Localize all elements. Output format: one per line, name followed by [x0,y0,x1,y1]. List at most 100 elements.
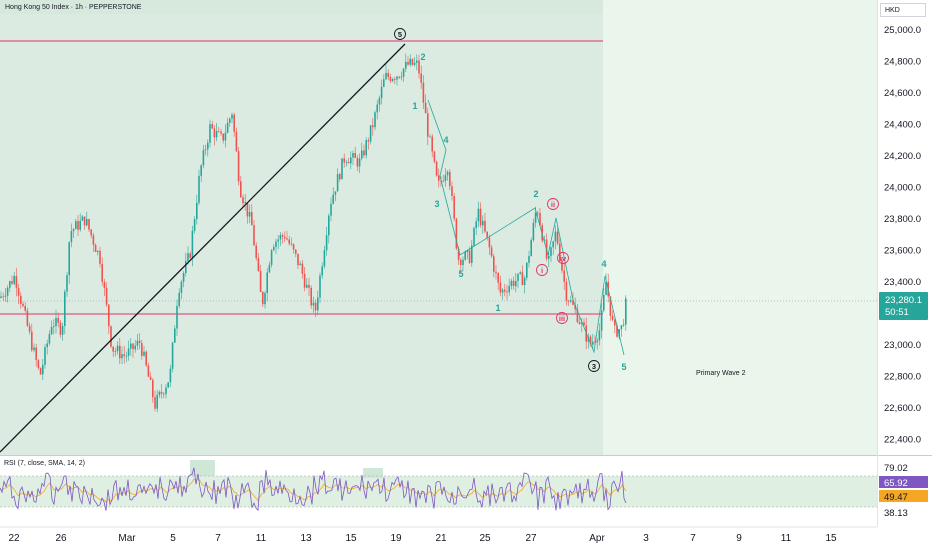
time-tick: 26 [55,533,67,544]
candle-body [563,270,565,282]
time-tick: 19 [390,533,402,544]
candle-body [9,281,11,288]
wave-path[interactable] [427,99,625,356]
candle-body [383,79,385,87]
price-tick: 23,000.0 [884,340,921,351]
price-tick: 23,800.0 [884,214,921,225]
candle-body [68,242,70,276]
candle-body [224,132,227,141]
rsi-ma-badge [879,490,928,502]
minor-wave-label-circle [556,312,568,324]
candle-body [123,354,125,357]
rsi-value: 65.92 [884,478,908,489]
candle-body [609,296,612,316]
candle-body [380,86,383,99]
candle-body [28,325,31,332]
rsi-overbought-fill [363,468,383,478]
candle-body [233,114,235,132]
candle-body [376,104,378,113]
candle-body [407,61,409,65]
candle-body [431,136,433,152]
candle-body [592,341,594,345]
candle-body [468,250,471,263]
candle-body [334,191,337,195]
rsi-line[interactable] [0,467,627,512]
time-tick: 27 [525,533,537,544]
price-tick: 22,600.0 [884,403,921,414]
price-tick: 23,600.0 [884,246,921,257]
candle-body [539,213,541,226]
candle-body [44,347,46,365]
candle-body [378,98,381,105]
candle-body [422,82,425,103]
candle-body [66,275,68,292]
candle-body [262,292,264,305]
time-tick: 13 [300,533,312,544]
candle-body [178,292,180,306]
candle-body [532,222,535,241]
candle-body [497,273,499,283]
wave-label: 4 [601,259,606,269]
symbol-title[interactable]: Hong Kong 50 Index · 1h · PEPPERSTONE [5,4,142,11]
candle-body [90,229,92,236]
candle-body [317,297,319,311]
candle-body [517,273,519,282]
candle-body [550,247,552,256]
candle-body [218,130,220,132]
candle-body [442,180,444,182]
candle-body [77,221,79,230]
candle-body [526,262,528,278]
candle-body [37,360,40,369]
candle-body [17,287,20,296]
minor-wave-label: iv [560,254,567,263]
candle-body [189,253,191,258]
candle-body [438,175,440,181]
candle-body [61,325,64,335]
candle-body [180,281,183,293]
candle-body [306,284,308,288]
candle-body [603,294,605,311]
candle-body [48,334,51,344]
candle-body [589,336,592,345]
candle-body [240,181,242,198]
candle-body [614,319,616,326]
candle-body [143,351,145,356]
candle-body [191,230,194,258]
candle-body [598,330,601,341]
candle-body [264,293,266,305]
candle-body [286,238,288,240]
candle-body [358,158,361,167]
rsi-indicator-label[interactable]: RSI (7, close, SMA, 14, 2) [4,460,85,467]
candle-body [618,329,620,337]
candle-body [145,351,147,366]
candle-body [314,302,317,311]
trend-line[interactable] [0,43,406,453]
candle-body [0,296,2,298]
candle-body [158,391,161,395]
minor-wave-label-circle [536,264,548,276]
candle-body [486,231,488,238]
candle-body [534,212,537,223]
candle-body [46,343,48,348]
time-tick: 5 [170,533,176,544]
candle-body [424,102,427,114]
candle-body [339,174,341,180]
candle-body [411,58,414,65]
price-tick: 24,800.0 [884,57,921,68]
candle-body [499,282,502,293]
candle-body [105,287,108,305]
time-tick: 3 [643,533,649,544]
currency-selector[interactable]: HKD [880,3,926,17]
candle-body [207,142,209,150]
pane-divider[interactable] [0,455,932,456]
minor-wave-label-circle [557,252,569,264]
candle-body [226,122,229,133]
candle-body [389,76,392,81]
candle-body [121,354,123,359]
candle-body [330,203,332,216]
candle-body [273,247,275,251]
candle-body [336,174,339,192]
price-tick: 25,000.0 [884,25,921,36]
time-tick: Apr [589,533,605,544]
